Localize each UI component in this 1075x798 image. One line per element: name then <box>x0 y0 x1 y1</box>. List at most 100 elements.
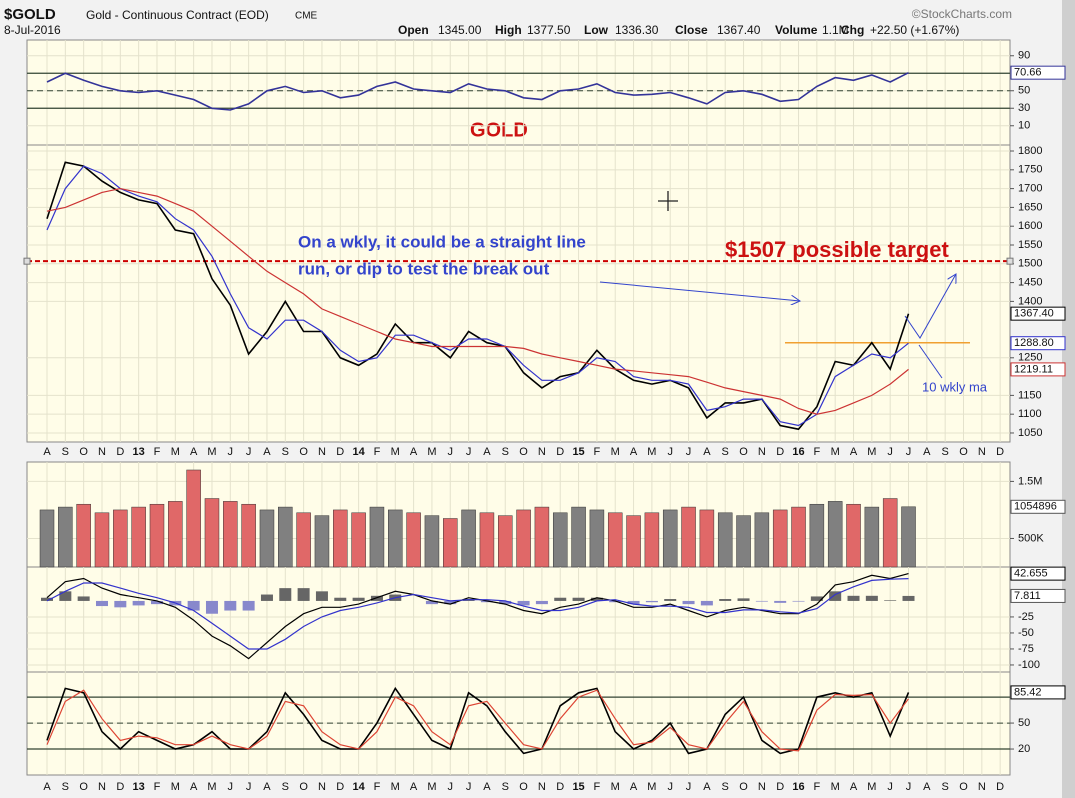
x-tick-label: J <box>246 781 252 793</box>
value-label: 1288.80 <box>1014 337 1054 349</box>
x-tick-label: S <box>941 446 948 458</box>
x-tick-label: 16 <box>792 446 804 458</box>
value-label: 70.66 <box>1014 67 1042 79</box>
volume-bar <box>314 515 330 568</box>
histogram-bar <box>425 600 438 605</box>
stat-name: Chg <box>841 23 864 37</box>
y-tick-label: 10 <box>1018 120 1030 132</box>
histogram-bar <box>499 600 512 605</box>
histogram-bar <box>737 598 750 601</box>
histogram-bar <box>297 588 310 601</box>
series-line <box>46 165 909 427</box>
x-tick-label: M <box>207 781 216 793</box>
x-tick-label: A <box>263 446 271 458</box>
y-tick-label: 1150 <box>1018 389 1042 401</box>
x-tick-label: M <box>831 446 840 458</box>
volume-bar <box>662 509 678 568</box>
target-note: $1507 possible target <box>725 237 949 262</box>
note: run, or dip to test the break out <box>298 259 550 278</box>
date: 8-Jul-2016 <box>4 23 61 37</box>
histogram-bar <box>847 595 860 601</box>
volume-bar <box>131 506 146 568</box>
histogram-bar <box>700 600 713 606</box>
histogram-bar <box>719 599 732 601</box>
volume-bar <box>94 512 110 568</box>
x-tick-label: A <box>850 781 858 793</box>
y-tick-label: 1800 <box>1018 145 1042 157</box>
volume-bar <box>882 498 898 568</box>
x-tick-label: A <box>703 781 711 793</box>
histogram-bar <box>41 597 53 601</box>
x-tick-label: N <box>98 446 106 458</box>
volume-bar <box>461 509 476 568</box>
histogram-bar <box>370 595 383 601</box>
histogram-bar <box>315 591 328 601</box>
x-tick-label: D <box>556 781 564 793</box>
crosshair <box>658 191 678 211</box>
value-box <box>1010 499 1066 514</box>
histogram-bar <box>334 597 347 601</box>
x-tick-label: J <box>906 781 912 793</box>
volume-bar <box>846 503 861 568</box>
x-tick-label: A <box>630 781 638 793</box>
x-tick-label: D <box>336 781 344 793</box>
histogram-bar <box>535 600 548 605</box>
panel <box>26 144 1011 443</box>
value-box <box>1010 685 1066 700</box>
volume-bar <box>168 501 183 568</box>
histogram-bar <box>205 600 218 614</box>
x-tick-label: S <box>502 446 509 458</box>
volume-bar <box>76 503 91 568</box>
x-tick-label: S <box>62 781 69 793</box>
x-tick-label: J <box>667 446 673 458</box>
volume-bar <box>901 506 916 568</box>
volume-bar <box>772 509 788 568</box>
x-tick-label: M <box>867 781 876 793</box>
stat-value: 1345.00 <box>438 23 482 37</box>
volume-bar <box>736 515 751 568</box>
x-tick-label: N <box>538 781 546 793</box>
histogram-bar <box>829 591 842 601</box>
x-tick-label: S <box>722 446 729 458</box>
pointer <box>918 344 943 379</box>
histogram-bar <box>352 597 365 601</box>
histogram-bar <box>150 600 163 605</box>
x-tick-label: D <box>116 781 124 793</box>
volume-bar <box>388 509 403 568</box>
volume-bar <box>333 509 348 568</box>
x-tick-label: J <box>466 781 472 793</box>
y-tick-label: 1100 <box>1018 408 1042 420</box>
histogram-bar <box>609 600 622 603</box>
histogram-bar <box>682 600 695 605</box>
histogram-bar <box>77 596 90 601</box>
histogram-bar <box>242 600 255 611</box>
note: On a wkly, it could be a straight line <box>298 232 586 251</box>
x-tick-label: M <box>391 446 400 458</box>
volume-bar <box>589 509 605 568</box>
x-tick-label: M <box>427 781 436 793</box>
volume-bar <box>827 501 843 568</box>
y-tick-label: 1500 <box>1018 258 1042 270</box>
histogram-bar <box>132 600 145 606</box>
volume-bar <box>278 506 293 568</box>
y-tick-label: 1450 <box>1018 277 1042 289</box>
y-tick-label: 500K <box>1018 532 1044 544</box>
x-tick-label: M <box>171 781 180 793</box>
x-tick-label: O <box>519 446 528 458</box>
volume-bar <box>607 512 623 568</box>
x-tick-label: S <box>502 781 509 793</box>
x-tick-label: M <box>171 446 180 458</box>
x-tick-label: F <box>594 446 601 458</box>
value-box <box>1010 362 1066 377</box>
volume-bar <box>626 515 641 568</box>
x-tick-label: M <box>611 446 620 458</box>
frame-edge <box>1062 0 1075 798</box>
histogram-bar <box>774 600 787 603</box>
histogram-bar <box>792 600 805 602</box>
x-tick-label: F <box>374 781 381 793</box>
histogram-bar <box>865 595 878 601</box>
x-tick-label: O <box>299 781 308 793</box>
x-tick-label: O <box>739 781 748 793</box>
series-line <box>46 187 909 415</box>
